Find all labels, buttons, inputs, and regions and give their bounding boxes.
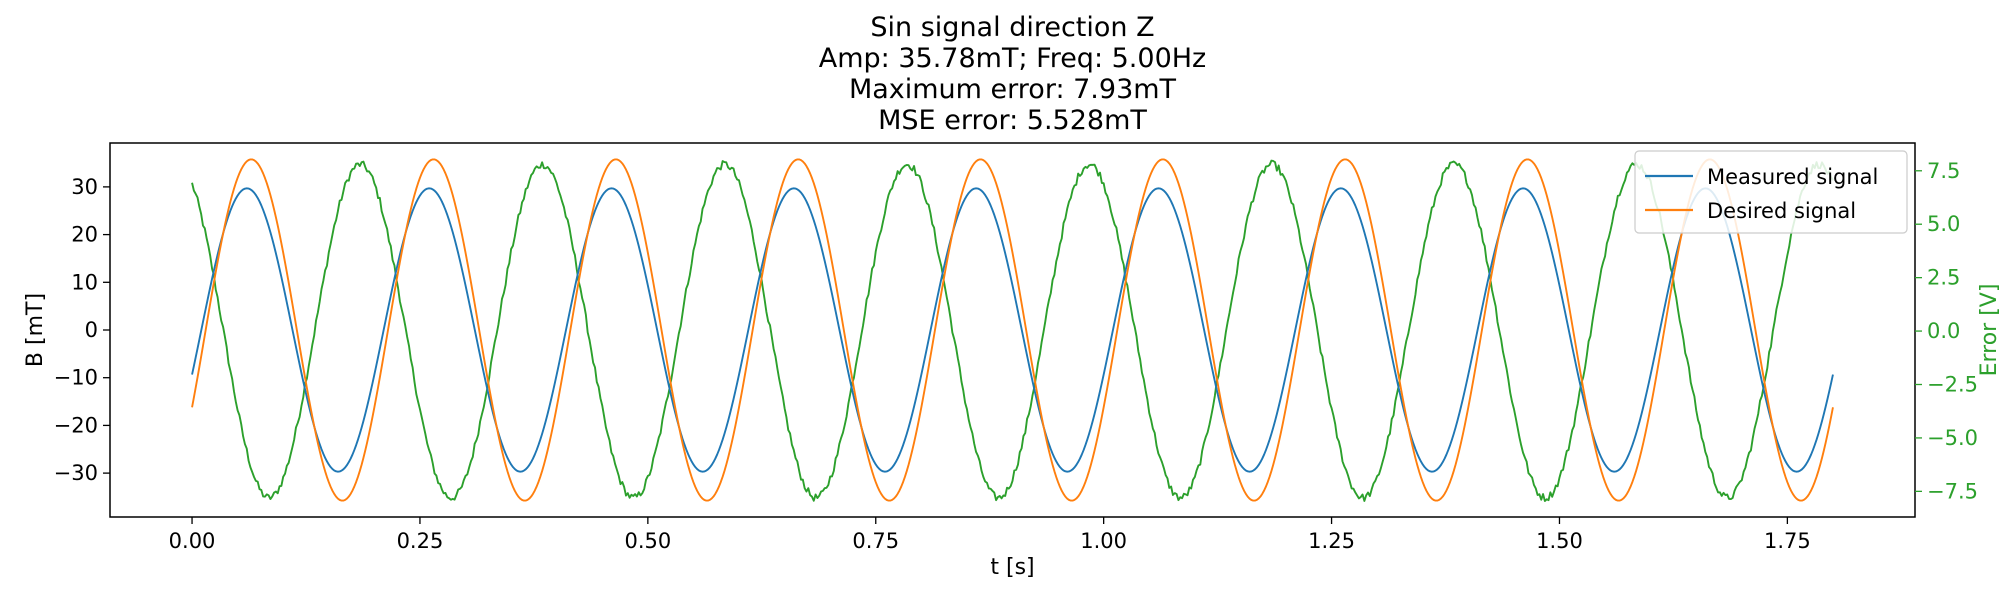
y-tick-label: −10: [54, 366, 98, 390]
y2-axis-label: Error [V]: [1977, 284, 2000, 377]
y-tick-label: 20: [71, 223, 98, 247]
series-line-0: [191, 187, 1834, 473]
x-tick-label: 1.75: [1764, 529, 1811, 553]
x-tick-label: 1.25: [1308, 529, 1355, 553]
y-tick-label: −30: [54, 461, 98, 485]
x-axis: 0.00 0.25 0.50 0.75 1.00 1.25 1.50 1.75: [169, 517, 1811, 553]
legend-label-desired: Desired signal: [1707, 199, 1856, 223]
x-tick-label: 0.50: [624, 529, 671, 553]
y2-tick-label: 2.5: [1927, 266, 1960, 290]
y-tick-label: 0: [85, 318, 98, 342]
y-axis-label: B [mT]: [23, 293, 48, 367]
y-tick-label: −20: [54, 413, 98, 437]
x-axis-label: t [s]: [990, 555, 1034, 580]
y-tick-label: 30: [71, 175, 98, 199]
x-tick-label: 1.00: [1080, 529, 1127, 553]
legend: Measured signal Desired signal: [1634, 150, 1908, 234]
y-axis-right: −7.5 −5.0 −2.5 0.0 2.5 5.0 7.5: [1915, 159, 1978, 503]
chart-title-line-3: MSE error: 5.528mT: [878, 105, 1147, 136]
chart-title-line-2: Maximum error: 7.93mT: [849, 74, 1177, 105]
series-line-2: [191, 159, 1834, 502]
series-line-1: [191, 158, 1834, 502]
chart-title-line-0: Sin signal direction Z: [870, 12, 1154, 43]
plot-area: [109, 142, 1916, 518]
legend-label-measured: Measured signal: [1707, 165, 1878, 189]
y-axis-left: −30 −20 −10 0 10 20 30: [54, 175, 110, 485]
y2-tick-label: −2.5: [1927, 372, 1978, 396]
x-tick-label: 0.75: [852, 529, 899, 553]
legend-box: [1634, 150, 1908, 234]
chart-title-line-1: Amp: 35.78mT; Freq: 5.00Hz: [819, 43, 1206, 74]
x-tick-label: 1.50: [1536, 529, 1583, 553]
y2-tick-label: 0.0: [1927, 319, 1960, 343]
y-tick-label: 10: [71, 270, 98, 294]
x-tick-label: 0.25: [397, 529, 444, 553]
y2-tick-label: 7.5: [1927, 159, 1960, 183]
y2-tick-label: −7.5: [1927, 479, 1978, 503]
x-tick-label: 0.00: [169, 529, 216, 553]
y2-tick-label: −5.0: [1927, 426, 1978, 450]
series-layer: [191, 158, 1834, 502]
y2-tick-label: 5.0: [1927, 212, 1960, 236]
